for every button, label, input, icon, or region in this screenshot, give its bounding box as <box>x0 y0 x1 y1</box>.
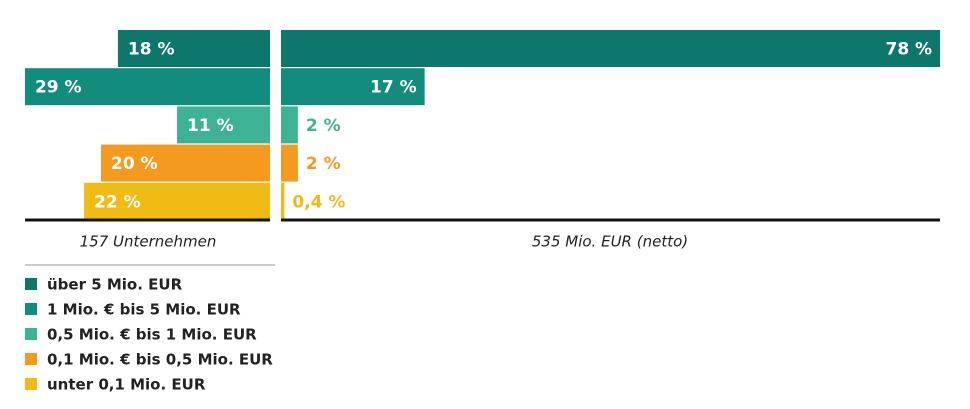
legend-swatch <box>25 328 37 340</box>
value-label: 2 % <box>306 116 341 136</box>
legend-label: über 5 Mio. EUR <box>47 276 183 294</box>
value-label: 11 % <box>187 116 234 136</box>
category-label: 157 Unternehmen <box>80 233 217 251</box>
bar <box>177 106 270 144</box>
legend-label: 1 Mio. € bis 5 Mio. EUR <box>47 301 241 319</box>
value-label: 18 % <box>128 40 175 60</box>
value-label: 17 % <box>370 78 417 98</box>
legend-swatch <box>25 353 37 365</box>
value-label: 22 % <box>94 192 141 212</box>
value-label: 20 % <box>111 154 158 174</box>
bar <box>281 106 298 144</box>
bar <box>24 68 271 106</box>
legend-swatch <box>25 378 37 390</box>
bar <box>84 182 270 220</box>
legend-swatch <box>25 303 37 315</box>
value-label: 78 % <box>885 40 932 60</box>
bar <box>281 30 941 67</box>
bar <box>281 182 285 220</box>
legend-label: 0,5 Mio. € bis 1 Mio. EUR <box>47 326 257 344</box>
value-label: 29 % <box>35 78 82 98</box>
bar <box>117 30 271 67</box>
bar <box>101 144 270 182</box>
value-label: 0,4 % <box>292 192 345 212</box>
legend-label: unter 0,1 Mio. EUR <box>47 376 206 394</box>
legend-swatch <box>25 278 37 290</box>
category-label: 535 Mio. EUR (netto) <box>532 233 688 251</box>
bar <box>281 144 298 182</box>
value-label: 2 % <box>306 154 341 174</box>
bar <box>281 68 425 106</box>
legend-label: 0,1 Mio. € bis 0,5 Mio. EUR <box>47 351 273 369</box>
